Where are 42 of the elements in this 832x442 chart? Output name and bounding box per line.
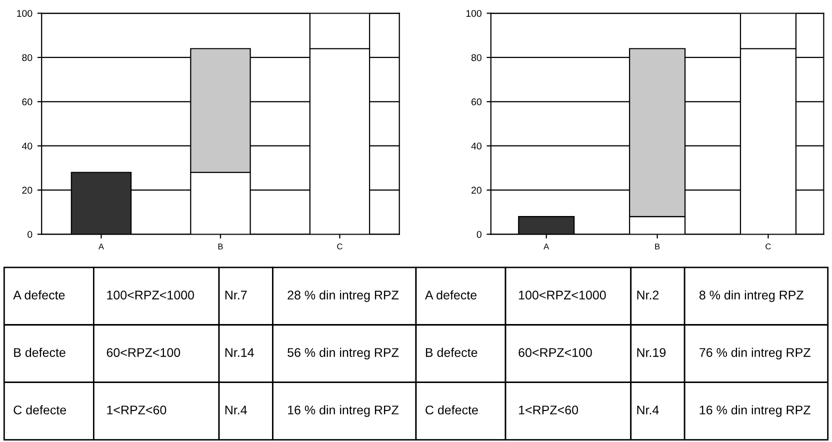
- text: Nr.7: [225, 290, 247, 300]
- text: B defecte: [426, 348, 478, 357]
- text: A defecte: [13, 290, 65, 300]
- x-tick-label: B: [655, 244, 660, 250]
- y-tick-label: 60: [22, 98, 32, 106]
- text: A defecte: [424, 290, 477, 300]
- x-tick-label: A: [544, 244, 550, 250]
- text: 1<RPZ<60: [519, 406, 578, 414]
- y-tick-label: 80: [471, 54, 482, 62]
- text: Nr.4: [225, 406, 247, 414]
- y-tick-label: 100: [17, 10, 32, 17]
- y-tick-label: 60: [472, 98, 482, 106]
- text: 60<RPZ<100: [518, 348, 592, 357]
- text: 100<RPZ<1000: [519, 290, 606, 300]
- x-tick-label: A: [98, 244, 104, 250]
- x-tick-label: C: [337, 244, 342, 250]
- text: Nr.2: [637, 290, 659, 300]
- text: 100<RPZ<1000: [107, 290, 194, 300]
- x-tick-label: C: [766, 244, 771, 250]
- text: 28 % din intreg RPZ: [288, 290, 399, 302]
- y-tick-label: 80: [22, 54, 32, 62]
- y-tick-label: 20: [472, 186, 482, 194]
- y-tick-label: 0: [476, 230, 482, 238]
- x-tick-label: B: [218, 244, 223, 250]
- text: 76 % din intreg RPZ: [700, 348, 810, 360]
- text: Nr.19: [637, 348, 666, 357]
- text: 1<RPZ<60: [107, 406, 166, 414]
- text: 8 % din intreg RPZ: [699, 290, 804, 302]
- y-tick-label: 20: [22, 186, 32, 194]
- y-tick-label: 100: [466, 10, 482, 17]
- text: 60<RPZ<100: [106, 348, 180, 357]
- text: Nr.4: [637, 406, 659, 414]
- text: Nr.14: [225, 348, 254, 357]
- text: 56 % din intreg RPZ: [288, 348, 399, 360]
- text: C defecte: [14, 405, 66, 414]
- text: 16 % din intreg RPZ: [288, 405, 399, 417]
- y-tick-label: 40: [22, 142, 32, 150]
- y-tick-label: 40: [471, 142, 482, 150]
- y-tick-label: 0: [28, 230, 32, 238]
- text: 16 % din intreg RPZ: [700, 405, 810, 417]
- text: B defecte: [14, 348, 66, 357]
- text: C defecte: [426, 405, 478, 414]
